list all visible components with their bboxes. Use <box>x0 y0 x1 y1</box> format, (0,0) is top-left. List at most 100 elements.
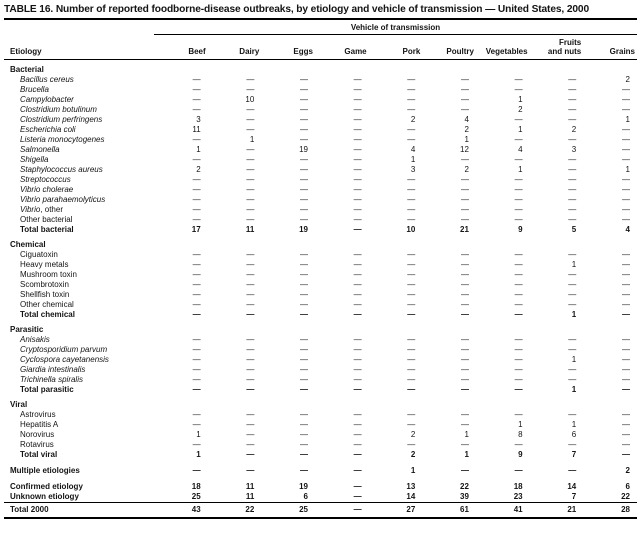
value-cell: 6 <box>571 430 577 439</box>
value-cell: — <box>460 195 469 204</box>
table-row-total-parasitic: Total parasitic — — — — — — — 1 — <box>4 385 637 395</box>
etiology-cell: Cryptosporidium parvum <box>4 345 154 355</box>
value-cell: — <box>192 385 201 394</box>
value-cell: — <box>192 375 201 384</box>
value-cell: — <box>514 290 523 299</box>
value-cell: — <box>246 195 255 204</box>
value-cell: 2 <box>464 125 469 134</box>
etiology-cell: Trichinella spiralis <box>4 375 154 385</box>
value-cell: 61 <box>422 502 476 519</box>
value-cell: — <box>622 185 630 194</box>
etiology-cell: Other chemical <box>20 300 74 309</box>
value-cell: — <box>622 135 630 144</box>
value-cell: — <box>246 410 255 419</box>
value-cell: — <box>568 250 577 259</box>
value-cell: — <box>353 466 362 475</box>
value-cell: — <box>353 270 362 279</box>
value-cell: — <box>407 175 416 184</box>
table-row-vibrio-cholerae: Vibrio cholerae — — — — — — — — — <box>4 185 637 195</box>
value-cell: — <box>192 410 201 419</box>
value-cell: — <box>407 75 416 84</box>
value-cell: — <box>246 280 255 289</box>
value-cell: — <box>299 75 308 84</box>
value-cell: 1 <box>625 165 630 174</box>
value-cell: — <box>407 420 416 429</box>
section-header-chemical: Chemical <box>4 235 637 250</box>
value-cell: — <box>460 95 469 104</box>
value-cell: — <box>353 205 362 214</box>
table-row-shellfish-toxin: Shellfish toxin — — — — — — — — — <box>4 290 637 300</box>
value-cell: — <box>353 165 362 174</box>
value-cell: — <box>460 105 469 114</box>
etiology-name: Trichinella spiralis <box>20 375 83 384</box>
value-cell: 1 <box>571 355 577 364</box>
value-cell: — <box>192 335 201 344</box>
value-cell: — <box>299 155 308 164</box>
value-cell: — <box>353 95 362 104</box>
value-cell: — <box>353 85 362 94</box>
value-cell: 1 <box>625 115 630 124</box>
value-cell: 11 <box>245 492 255 501</box>
table-row-clostridium-botulinum: Clostridium botulinum — — — — — — 2 — — <box>4 105 637 115</box>
vehicle-of-transmission-spanner: Vehicle of transmission <box>154 20 637 35</box>
value-cell: — <box>622 155 630 164</box>
value-cell: 1 <box>518 95 523 104</box>
value-cell: — <box>353 225 362 234</box>
value-cell: — <box>192 85 201 94</box>
value-cell: — <box>568 215 577 224</box>
value-cell: — <box>299 165 308 174</box>
value-cell: — <box>407 215 416 224</box>
value-cell: — <box>353 355 362 364</box>
value-cell: — <box>246 290 255 299</box>
value-cell: — <box>460 335 469 344</box>
value-cell: — <box>514 185 523 194</box>
value-cell: — <box>514 335 523 344</box>
value-cell: 1 <box>249 135 255 144</box>
value-cell: — <box>407 260 416 269</box>
value-cell: — <box>514 280 523 289</box>
value-cell: — <box>460 215 469 224</box>
column-header-fruits-and-nuts: Fruits and nuts <box>529 34 584 60</box>
value-cell: — <box>568 345 577 354</box>
value-cell: 1 <box>518 420 523 429</box>
value-cell: — <box>246 175 255 184</box>
value-cell: 28 <box>583 502 637 519</box>
value-cell: — <box>514 115 523 124</box>
value-cell: — <box>514 440 523 449</box>
spanner-row: Vehicle of transmission <box>4 20 637 35</box>
value-cell: 10 <box>245 95 255 104</box>
value-cell: — <box>514 466 523 475</box>
value-cell: 19 <box>299 145 308 154</box>
value-cell: — <box>622 280 630 289</box>
etiology-cell: Vibrio parahaemolyticus <box>4 195 154 205</box>
value-cell: — <box>246 430 255 439</box>
value-cell: — <box>568 335 577 344</box>
value-cell: 13 <box>406 482 416 491</box>
value-cell: — <box>460 385 469 394</box>
value-cell: — <box>246 355 255 364</box>
table-row-vibrio-parahaemolyticus: Vibrio parahaemolyticus — — — — — — — — — <box>4 195 637 205</box>
value-cell: — <box>299 105 308 114</box>
value-cell: — <box>192 155 201 164</box>
etiology-name: Clostridium botulinum <box>20 105 97 114</box>
column-header-dairy: Dairy <box>207 34 262 60</box>
value-cell: 3 <box>196 115 201 124</box>
value-cell: — <box>568 365 577 374</box>
etiology-name: Cyclospora cayetanensis <box>20 355 109 364</box>
value-cell: — <box>246 115 255 124</box>
value-cell: — <box>246 145 255 154</box>
table-row-cyclospora-cayetanensis: Cyclospora cayetanensis — — — — — — — 1 — <box>4 355 637 365</box>
value-cell: — <box>460 85 469 94</box>
value-cell: — <box>514 300 523 309</box>
value-cell: — <box>568 280 577 289</box>
value-cell: — <box>568 135 577 144</box>
value-cell: 1 <box>464 450 469 459</box>
value-cell: — <box>514 175 523 184</box>
value-cell: — <box>622 125 630 134</box>
section-header-parasitic: Parasitic <box>4 320 637 335</box>
value-cell: — <box>407 310 416 319</box>
table-row-staphylococcus-aureus: Staphylococcus aureus 2 — — — 3 2 1 — 1 <box>4 165 637 175</box>
value-cell: — <box>299 385 308 394</box>
value-cell: — <box>192 95 201 104</box>
value-cell: 3 <box>410 165 416 174</box>
